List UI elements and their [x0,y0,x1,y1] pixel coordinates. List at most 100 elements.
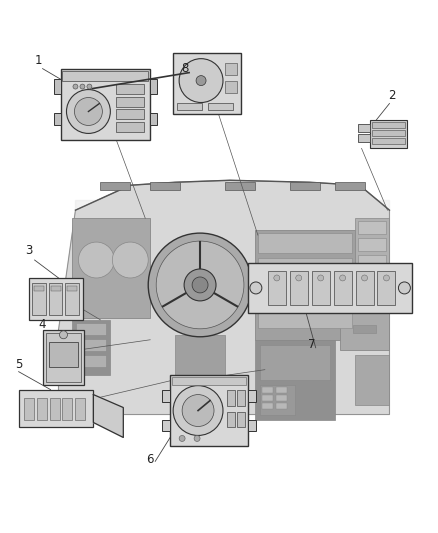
Bar [262,386,273,393]
Bar [237,411,245,427]
Bar [248,263,413,313]
Circle shape [87,84,92,89]
Circle shape [148,233,252,337]
Bar [248,390,256,401]
Bar [356,271,374,305]
Circle shape [173,385,223,435]
Bar [227,390,235,406]
Polygon shape [75,200,389,210]
Circle shape [80,84,85,89]
Bar [225,182,255,190]
Bar [117,123,144,132]
Polygon shape [93,394,124,438]
Bar [53,78,60,94]
Circle shape [67,90,110,133]
Circle shape [156,241,244,329]
Bar [162,419,170,432]
Bar [117,84,144,94]
Bar [276,386,287,393]
Bar [258,258,352,278]
Bar [262,402,273,409]
Bar [312,271,330,305]
Bar [290,182,320,190]
Circle shape [399,282,410,294]
Bar [334,271,352,305]
Bar [357,124,370,132]
Circle shape [274,275,280,281]
Circle shape [318,275,324,281]
Bar [255,340,335,419]
Bar [371,131,406,136]
Bar [225,63,237,75]
Bar [67,286,78,291]
Bar [357,221,386,234]
Circle shape [112,242,148,278]
Circle shape [192,277,208,293]
Bar [177,102,202,110]
Bar [72,320,110,375]
Circle shape [384,275,389,281]
Bar [77,339,106,351]
Text: 3: 3 [25,244,32,256]
Bar [258,308,352,328]
Bar [227,411,235,427]
Bar [63,71,148,80]
Bar [24,398,34,419]
Circle shape [60,331,67,339]
Bar [42,330,85,385]
Circle shape [78,242,114,278]
Bar [268,271,286,305]
Bar [225,80,237,93]
Text: 6: 6 [146,453,154,466]
Bar [276,394,287,401]
Bar [117,96,144,107]
Bar [357,238,386,251]
Bar [357,134,370,142]
Bar [175,335,225,415]
Bar [150,182,180,190]
Bar [355,218,389,273]
Bar [370,120,407,148]
Bar [258,283,352,303]
Bar [19,390,93,427]
Circle shape [184,269,216,301]
Bar [37,398,46,419]
Bar [357,255,386,268]
Circle shape [179,435,185,441]
Bar [170,375,248,447]
Bar [355,355,389,405]
Bar [60,69,150,140]
Text: 2: 2 [388,89,395,102]
Bar [260,385,295,415]
Bar [49,398,60,419]
Circle shape [73,84,78,89]
Bar [371,139,406,144]
Text: 1: 1 [35,54,42,67]
Circle shape [296,275,302,281]
Bar [32,283,46,315]
Bar [339,280,389,350]
Bar [255,230,355,340]
Bar [371,123,406,128]
Bar [34,286,43,291]
Circle shape [182,394,214,426]
Bar [290,271,308,305]
Bar [208,102,233,110]
Circle shape [196,76,206,86]
Text: 8: 8 [181,62,189,75]
Bar [150,114,157,125]
Bar [66,283,79,315]
Bar [117,109,144,119]
Bar [49,283,63,315]
Bar [248,419,256,432]
Bar [53,114,60,125]
Bar [262,394,273,401]
Circle shape [179,59,223,102]
Bar [50,286,60,291]
Bar [353,325,377,333]
Bar [237,390,245,406]
Bar [77,355,106,367]
Bar [378,271,396,305]
Bar [75,398,85,419]
Circle shape [361,275,367,281]
